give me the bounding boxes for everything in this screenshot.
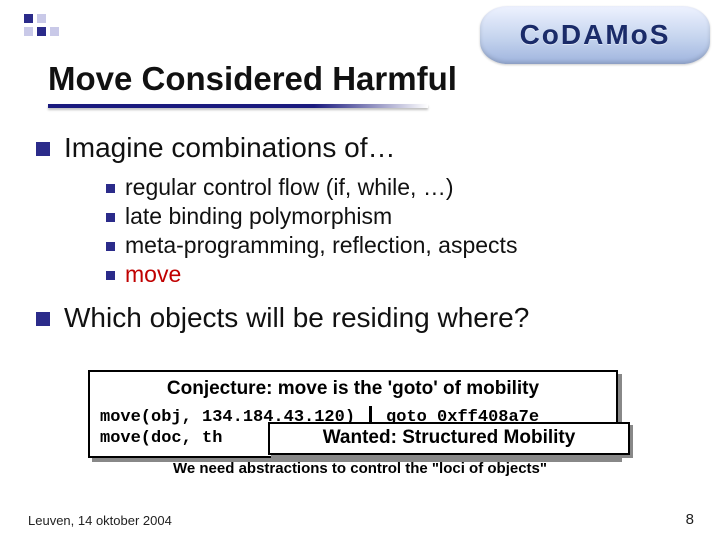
- bullet-square-icon: [106, 271, 115, 280]
- slide-content: Imagine combinations of… regular control…: [36, 132, 696, 344]
- bullet-text: Which objects will be residing where?: [64, 302, 529, 334]
- bullet-text: Imagine combinations of…: [64, 132, 396, 164]
- bullet-imagine: Imagine combinations of…: [36, 132, 696, 164]
- bullet-square-icon: [106, 213, 115, 222]
- footer-page-number: 8: [686, 511, 694, 528]
- codamos-logo: CoDAMoS: [480, 6, 710, 64]
- title-decoration: [24, 14, 59, 36]
- bullet-square-icon: [106, 184, 115, 193]
- subitem-text: regular control flow (if, while, …): [125, 174, 454, 201]
- subitem-late-binding: late binding polymorphism: [106, 203, 696, 230]
- footnote-text: We need abstractions to control the "loc…: [0, 460, 720, 477]
- bullet-which-objects: Which objects will be residing where?: [36, 302, 696, 334]
- subitem-text: meta-programming, reflection, aspects: [125, 232, 517, 259]
- slide-title: Move Considered Harmful: [48, 60, 457, 98]
- footer-location-date: Leuven, 14 oktober 2004: [28, 513, 172, 528]
- subitem-control-flow: regular control flow (if, while, …): [106, 174, 696, 201]
- subitem-text: late binding polymorphism: [125, 203, 392, 230]
- wanted-box: Wanted: Structured Mobility: [268, 422, 630, 455]
- sublist-imagine: regular control flow (if, while, …) late…: [106, 174, 696, 288]
- subitem-text: move: [125, 261, 181, 288]
- subitem-meta-programming: meta-programming, reflection, aspects: [106, 232, 696, 259]
- bullet-square-icon: [36, 142, 50, 156]
- conjecture-title: Conjecture: move is the 'goto' of mobili…: [100, 378, 606, 400]
- logo-text: CoDAMoS: [520, 19, 671, 51]
- subitem-move: move: [106, 261, 696, 288]
- bullet-square-icon: [106, 242, 115, 251]
- title-underline: [48, 104, 428, 108]
- bullet-square-icon: [36, 312, 50, 326]
